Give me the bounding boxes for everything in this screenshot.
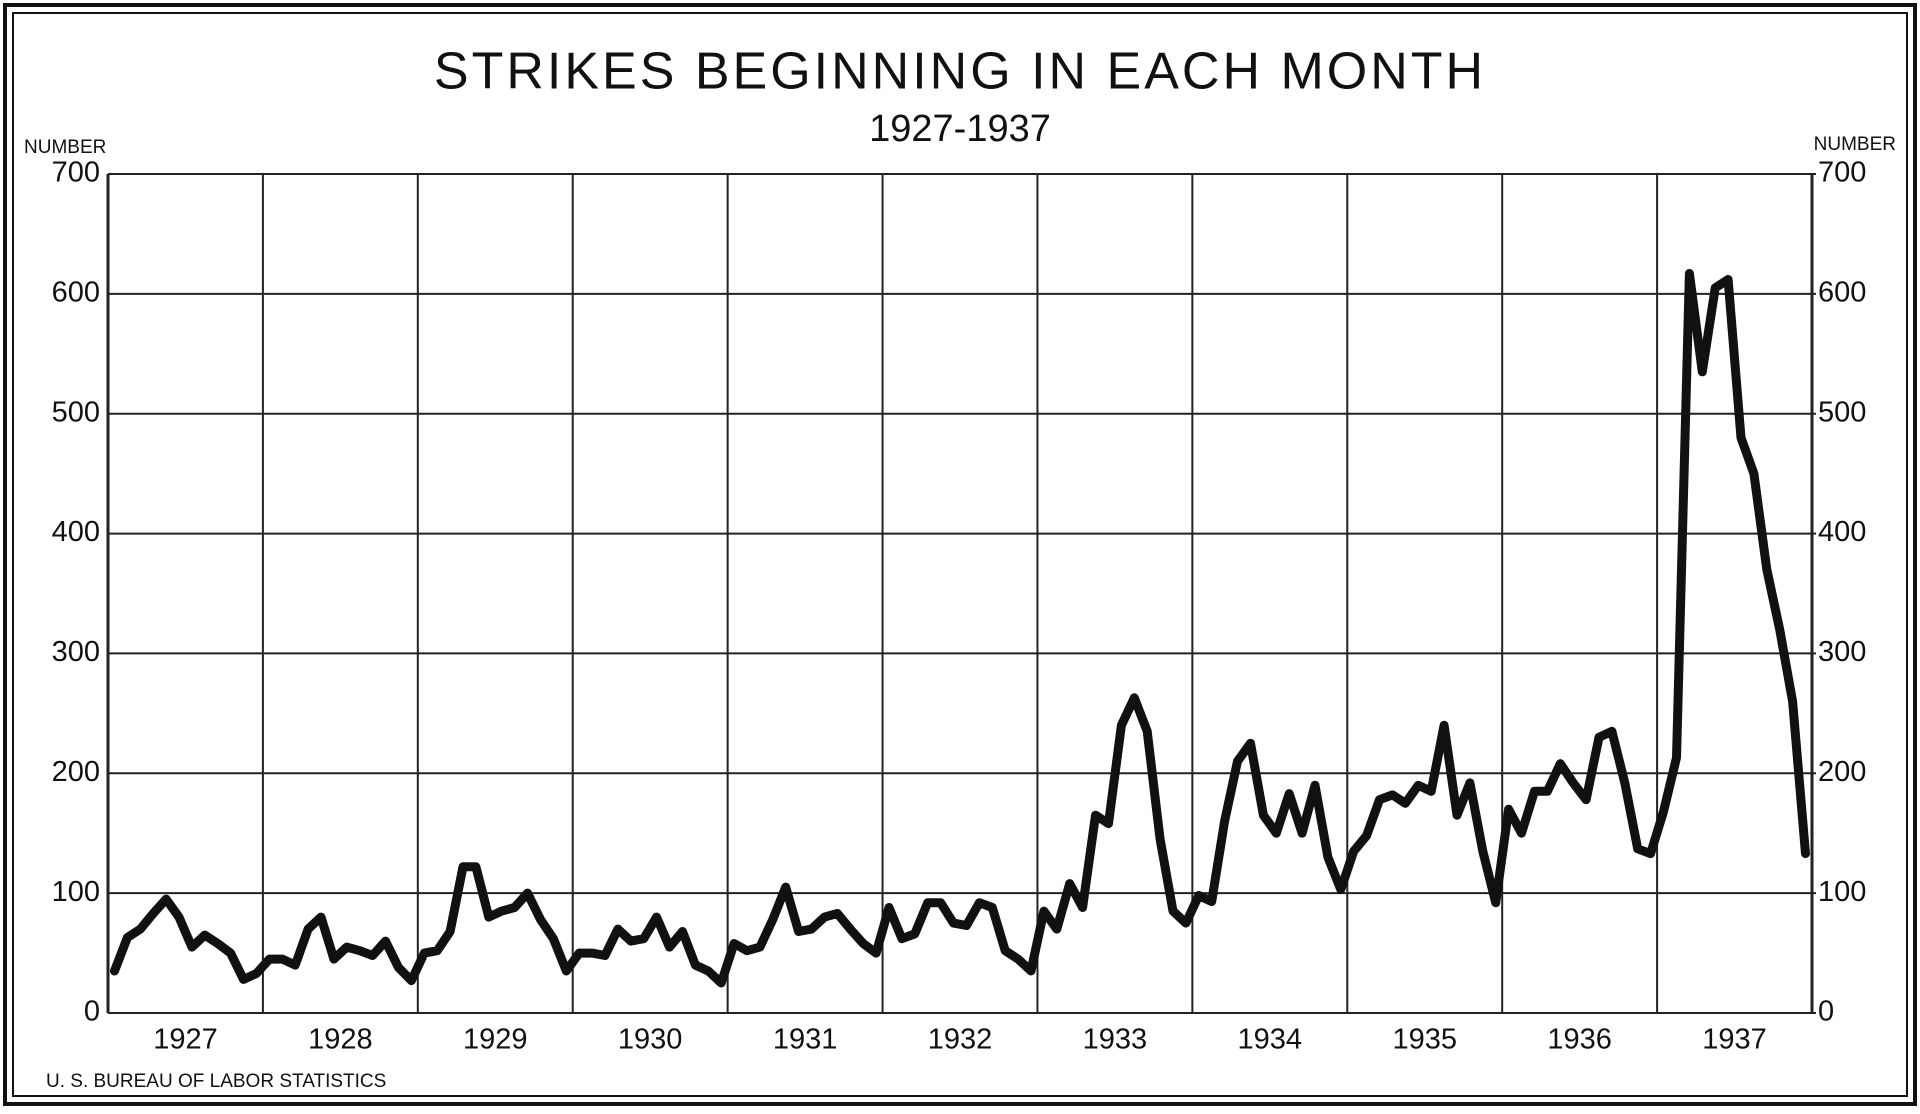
source-note: U. S. BUREAU OF LABOR STATISTICS <box>46 1071 386 1092</box>
y-tick-label: 200 <box>52 756 100 788</box>
x-tick-label: 1932 <box>928 1024 993 1056</box>
inner-border <box>12 12 1908 1097</box>
x-tick-label: 1934 <box>1238 1024 1303 1056</box>
y-tick-label: 400 <box>52 516 100 548</box>
outer-border <box>3 3 1917 1106</box>
x-tick-label: 1930 <box>618 1024 683 1056</box>
y-tick-label: 300 <box>52 636 100 668</box>
y-axis-label: NUMBER <box>24 137 106 158</box>
y-tick-label: 100 <box>52 876 100 908</box>
y2-tick-label: 600 <box>1818 277 1866 309</box>
y2-tick-label: 400 <box>1818 516 1866 548</box>
data-line <box>110 269 1810 988</box>
y2-tick-label: 100 <box>1818 876 1866 908</box>
chart-subtitle: 1927-1937 <box>869 108 1051 150</box>
x-tick-label: 1933 <box>1083 1024 1148 1056</box>
y-tick-label: 0 <box>84 996 100 1028</box>
x-tick-label: 1937 <box>1702 1024 1767 1056</box>
y-tick-label: 600 <box>52 277 100 309</box>
x-tick-label: 1935 <box>1392 1024 1457 1056</box>
x-tick-label: 1928 <box>308 1024 373 1056</box>
y2-tick-label: 0 <box>1818 996 1834 1028</box>
y2-tick-label: 300 <box>1818 636 1866 668</box>
y2-tick-label: 500 <box>1818 396 1866 428</box>
x-tick-label: 1936 <box>1547 1024 1612 1056</box>
y-tick-label: 500 <box>52 396 100 428</box>
chart-title: STRIKES BEGINNING IN EACH MONTH <box>434 43 1486 101</box>
x-tick-label: 1929 <box>463 1024 528 1056</box>
y-tick-label: 700 <box>52 157 100 189</box>
y2-tick-label: 700 <box>1818 157 1866 189</box>
y2-axis-label: NUMBER <box>1814 134 1896 155</box>
y2-tick-label: 200 <box>1818 756 1866 788</box>
x-tick-label: 1931 <box>773 1024 838 1056</box>
x-tick-label: 1927 <box>153 1024 218 1056</box>
